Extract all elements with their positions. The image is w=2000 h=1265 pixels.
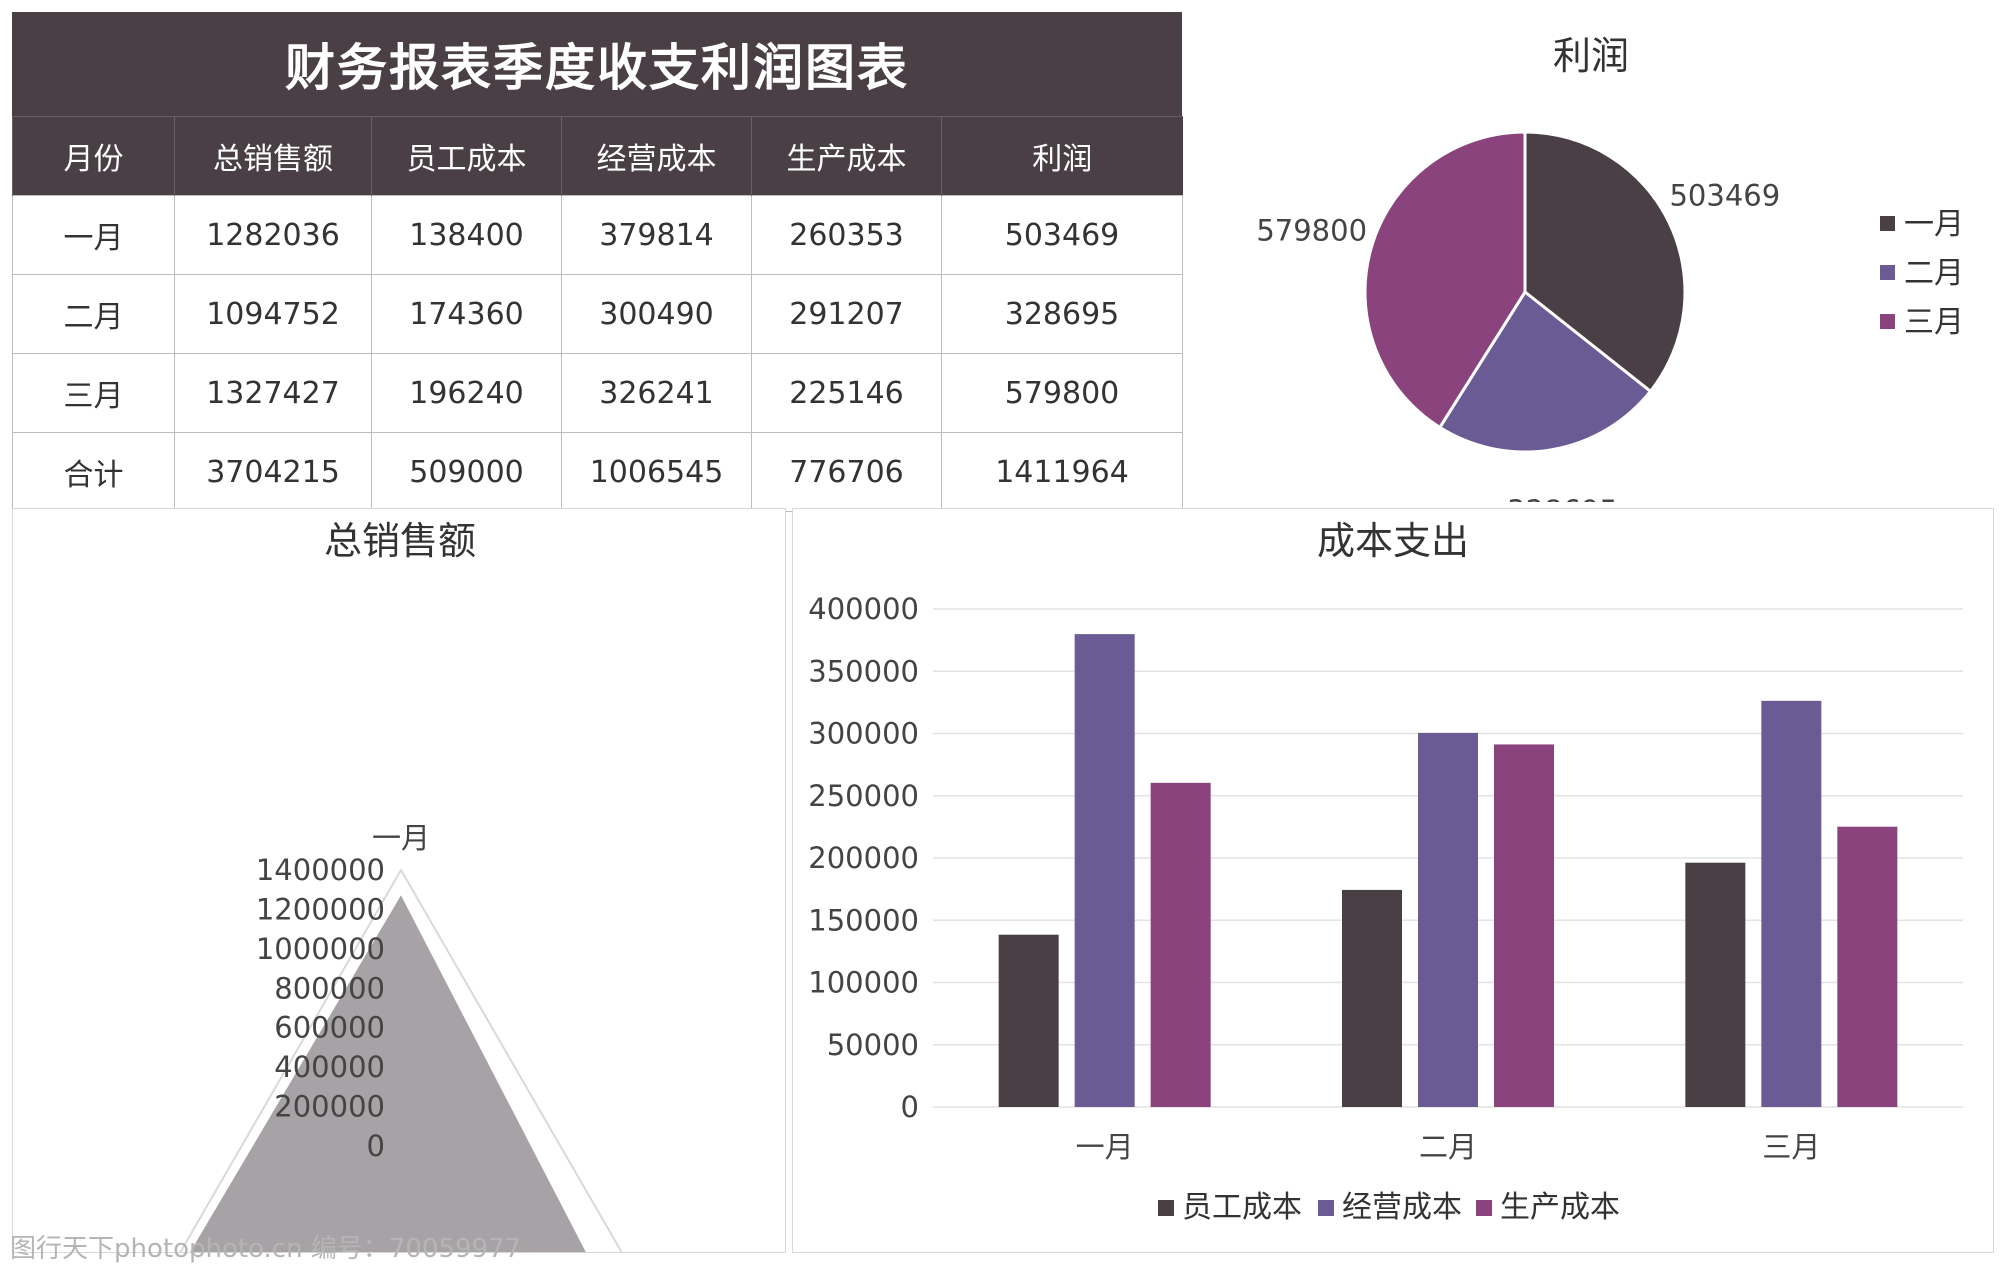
table-cell: 三月 — [12, 353, 175, 433]
radar-frame — [179, 867, 623, 1252]
table-cell: 1327427 — [174, 353, 372, 433]
y-tick-label: 400000 — [808, 592, 919, 626]
column-header: 员工成本 — [371, 116, 562, 196]
legend-entry: 三月 — [1904, 305, 1964, 340]
table-cell: 1282036 — [174, 195, 372, 275]
legend-entry: 一月 — [1904, 207, 1964, 242]
legend-swatch — [1158, 1200, 1174, 1216]
table-header-row: 月份 总销售额 员工成本 经营成本 生产成本 利润 — [12, 116, 1183, 196]
radar-tick-label: 1000000 — [256, 932, 385, 966]
column-header: 月份 — [12, 116, 175, 196]
bar — [1761, 700, 1822, 1107]
pie-slice — [1437, 289, 1653, 454]
legend-swatch — [1318, 1200, 1334, 1216]
legend-swatch — [1880, 265, 1895, 280]
legend-entry: 二月 — [1904, 256, 1964, 291]
table-row: 三月 1327427 196240 326241 225146 579800 — [12, 353, 1183, 433]
chart-title: 成本支出 — [1317, 519, 1469, 563]
y-tick-label: 150000 — [808, 903, 919, 937]
pie-data-label: 328695 — [1507, 494, 1618, 502]
legend-swatch — [1880, 216, 1895, 231]
table-cell: 503469 — [941, 195, 1183, 275]
bar — [1837, 826, 1898, 1107]
radar-tick-label: 800000 — [274, 971, 385, 1005]
table-cell: 二月 — [12, 274, 175, 354]
pie-slice — [1523, 130, 1687, 394]
table-cell: 379814 — [561, 195, 752, 275]
table-cell: 291207 — [751, 274, 942, 354]
y-tick-label: 50000 — [827, 1028, 919, 1062]
cost-bar-chart-panel: 成本支出 0 50000 100000 150000 200000 250000 300000… — [792, 508, 1994, 1253]
table-row: 一月 1282036 138400 379814 260353 503469 — [12, 195, 1183, 275]
radar-tick-label: 1400000 — [256, 853, 385, 887]
watermark-text: 图行天下photophoto.cn 编号：70059977 — [10, 1234, 522, 1264]
radar-category-label: 一月 — [372, 821, 430, 855]
y-tick-label: 250000 — [808, 779, 919, 813]
report-table: 月份 总销售额 员工成本 经营成本 生产成本 利润 一月 1282036 138… — [12, 116, 1183, 512]
y-tick-label: 200000 — [808, 841, 919, 875]
table-cell: 3704215 — [174, 432, 372, 512]
chart-title: 利润 — [1553, 34, 1629, 78]
table-cell: 300490 — [561, 274, 752, 354]
y-tick-label: 300000 — [808, 717, 919, 751]
cost-bar-chart: 成本支出 0 50000 100000 150000 200000 250000 300000… — [808, 519, 1963, 1225]
column-header: 利润 — [941, 116, 1183, 196]
bar — [1150, 782, 1211, 1107]
table-cell: 326241 — [561, 353, 752, 433]
sales-radar-chart-panel: 总销售额 0 200000 400000 600000 800000 1000000 1200… — [12, 508, 786, 1253]
bar — [1494, 744, 1554, 1107]
bar — [1342, 889, 1402, 1107]
radar-tick-label: 200000 — [274, 1090, 385, 1124]
table-cell: 328695 — [941, 274, 1183, 354]
radar-area — [187, 891, 589, 1252]
y-tick-label: 0 — [901, 1090, 919, 1124]
table-cell: 225146 — [751, 353, 942, 433]
radar-tick-label: 400000 — [274, 1050, 385, 1084]
table-cell: 1094752 — [174, 274, 372, 354]
table-cell: 一月 — [12, 195, 175, 275]
pie-data-label: 579800 — [1256, 213, 1367, 247]
report-title: 财务报表季度收支利润图表 — [12, 12, 1182, 116]
table-row: 合计 3704215 509000 1006545 776706 1411964 — [12, 432, 1183, 512]
table-cell: 509000 — [371, 432, 562, 512]
report-table-panel: 财务报表季度收支利润图表 月份 总销售额 员工成本 经营成本 生产成本 利润 一… — [12, 12, 1183, 512]
bar — [1074, 634, 1135, 1107]
table-cell: 138400 — [371, 195, 562, 275]
column-header: 生产成本 — [751, 116, 942, 196]
bar — [1685, 862, 1746, 1107]
table-cell: 合计 — [12, 432, 175, 512]
column-header: 经营成本 — [561, 116, 752, 196]
table-cell: 1006545 — [561, 432, 752, 512]
bar — [998, 934, 1059, 1107]
pie-slice — [1363, 130, 1527, 430]
bar — [1418, 732, 1478, 1107]
radar-tick-label: 0 — [367, 1129, 385, 1163]
table-cell: 196240 — [371, 353, 562, 433]
x-tick-label: 二月 — [1419, 1130, 1477, 1164]
radar-tick-label: 600000 — [274, 1011, 385, 1045]
y-tick-label: 100000 — [808, 966, 919, 1000]
legend-swatch — [1880, 314, 1895, 329]
table-cell: 776706 — [751, 432, 942, 512]
table-cell: 260353 — [751, 195, 942, 275]
table-row: 二月 1094752 174360 300490 291207 328695 — [12, 274, 1183, 354]
legend-swatch — [1476, 1200, 1492, 1216]
y-tick-label: 350000 — [808, 654, 919, 688]
table-cell: 1411964 — [941, 432, 1183, 512]
legend-entry: 生产成本 — [1500, 1190, 1620, 1225]
legend-entry: 经营成本 — [1342, 1190, 1462, 1225]
radar-tick-label: 1200000 — [256, 892, 385, 926]
chart-title: 总销售额 — [324, 519, 476, 563]
x-tick-label: 一月 — [1076, 1130, 1134, 1164]
table-cell: 174360 — [371, 274, 562, 354]
x-tick-label: 三月 — [1762, 1130, 1820, 1164]
legend-entry: 员工成本 — [1182, 1190, 1302, 1225]
pie-data-label: 503469 — [1669, 178, 1780, 212]
column-header: 总销售额 — [174, 116, 372, 196]
sales-radar-chart: 总销售额 0 200000 400000 600000 800000 1000000 1200… — [179, 519, 623, 1252]
table-cell: 579800 — [941, 353, 1183, 433]
